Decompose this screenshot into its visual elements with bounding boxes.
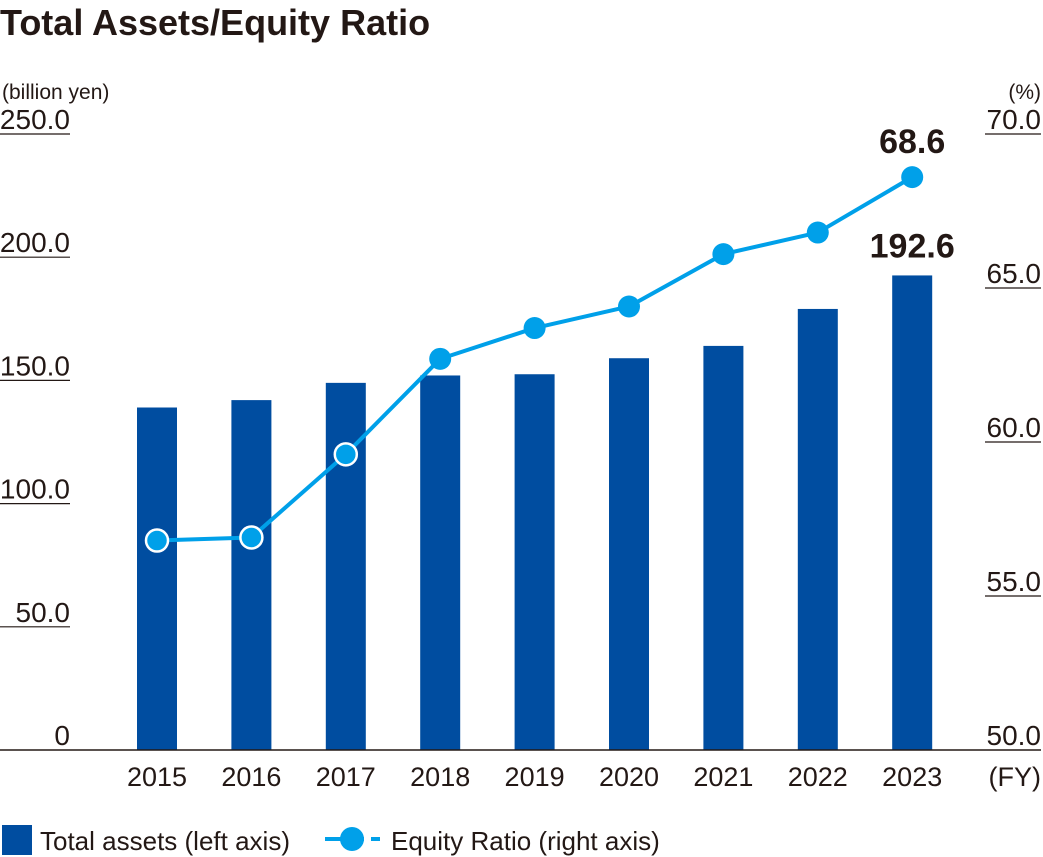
right-axis-ticks: 50.0 55.0 60.0 65.0 70.0	[985, 104, 1041, 751]
x-tick-label: 2020	[599, 762, 659, 792]
right-tick-label: 50.0	[987, 720, 1042, 751]
x-tick-label: 2016	[221, 762, 281, 792]
equity-ratio-point-2018	[429, 347, 452, 370]
equity-ratio-point-2016	[239, 525, 264, 550]
left-tick-label: 0	[54, 720, 70, 751]
left-axis-ticks: 0 50.0 100.0 150.0 200.0 250.0	[0, 104, 70, 751]
right-tick-label: 60.0	[987, 412, 1042, 443]
bar-total-assets-2015	[137, 407, 177, 750]
x-tick-label: 2023	[882, 762, 942, 792]
equity-ratio-point-2023	[901, 166, 924, 189]
left-tick-label: 50.0	[16, 597, 71, 628]
left-tick-label: 150.0	[0, 350, 70, 381]
right-tick-label: 70.0	[987, 104, 1042, 135]
equity-ratio-point-2015	[144, 528, 170, 553]
bar-total-assets-2018	[420, 375, 461, 750]
total-assets-bars	[137, 275, 933, 750]
bar-total-assets-2019	[514, 374, 555, 750]
legend-label-total-assets: Total assets (left axis)	[40, 826, 290, 856]
x-axis-ticks: 2015 2016 2017 2018 2019 2020 2021 2022 2023	[127, 762, 942, 792]
left-tick-label: 250.0	[0, 104, 70, 135]
equity-ratio-line	[144, 166, 924, 553]
x-tick-label: 2015	[127, 762, 187, 792]
legend-swatch-equity-ratio-marker	[340, 827, 364, 851]
right-tick-label: 65.0	[987, 258, 1042, 289]
bar-total-assets-2020	[609, 358, 649, 750]
right-tick-label: 55.0	[987, 566, 1042, 597]
bar-total-assets-2016	[231, 400, 272, 750]
legend: Total assets (left axis) Equity Ratio (r…	[2, 825, 660, 856]
left-tick-label: 200.0	[0, 227, 70, 258]
equity-ratio-point-2017	[333, 442, 359, 467]
chart-title: Total Assets/Equity Ratio	[0, 2, 430, 43]
equity-ratio-point-2021	[712, 243, 735, 266]
equity-ratio-point-2022	[806, 221, 829, 244]
left-axis-unit: (billion yen)	[2, 81, 109, 104]
right-axis-unit: (%)	[1008, 81, 1041, 104]
x-tick-label: 2022	[788, 762, 848, 792]
x-tick-label: 2017	[316, 762, 376, 792]
equity-ratio-point-2019	[523, 317, 546, 340]
equity-ratio-point-2020	[618, 295, 640, 318]
x-tick-label: 2021	[693, 762, 753, 792]
data-label-equity-ratio: 68.6	[879, 123, 945, 161]
legend-swatch-total-assets	[2, 825, 32, 855]
bar-total-assets-2023	[892, 275, 933, 750]
x-axis-unit: (FY)	[989, 762, 1041, 792]
legend-label-equity-ratio: Equity Ratio (right axis)	[391, 826, 660, 856]
data-labels: 192.6 68.6	[870, 123, 955, 265]
x-tick-label: 2018	[410, 762, 470, 792]
x-tick-label: 2019	[505, 762, 565, 792]
left-tick-label: 100.0	[0, 474, 70, 505]
bar-total-assets-2022	[797, 308, 838, 750]
data-label-total-assets: 192.6	[870, 227, 955, 265]
bar-total-assets-2021	[703, 345, 744, 750]
